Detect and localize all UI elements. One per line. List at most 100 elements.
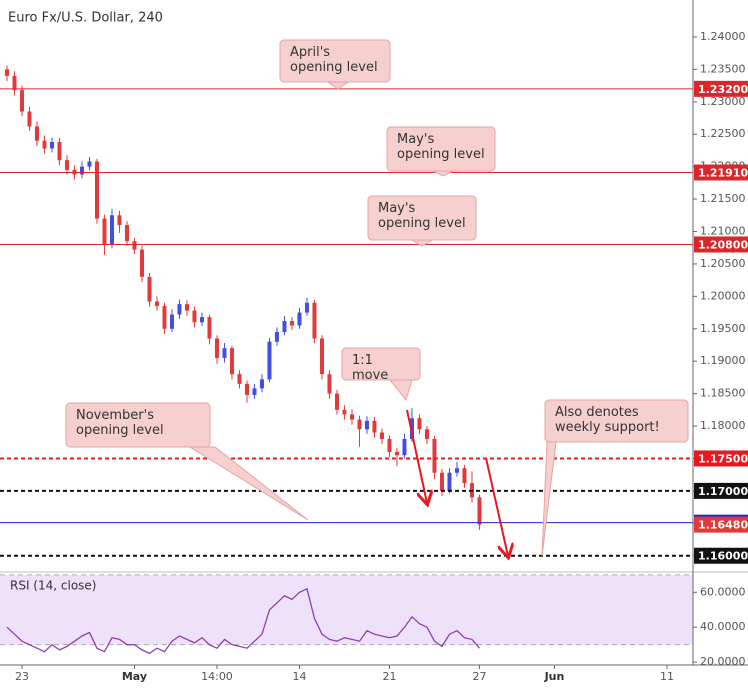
candle-body	[342, 409, 347, 415]
candle-body	[169, 314, 174, 329]
candle-body	[19, 90, 24, 112]
y-tick-label: 1.24000	[700, 30, 746, 43]
candle-body	[349, 414, 354, 420]
candle-body	[267, 341, 272, 380]
level-label: 1.23200	[698, 83, 748, 96]
callout-pointer	[410, 239, 434, 247]
candle-body	[229, 348, 234, 375]
x-tick-label: 27	[472, 670, 486, 683]
candle-body	[432, 439, 437, 473]
level-label: 1.21910	[698, 166, 748, 179]
y-tick-label: 1.19000	[700, 354, 746, 367]
candle-body	[94, 161, 99, 219]
candle-body	[214, 338, 219, 358]
candle-body	[372, 420, 377, 433]
last-price-box	[694, 516, 748, 533]
candle-body	[139, 249, 144, 277]
y-tick-label: 1.20500	[700, 257, 746, 270]
rsi-band	[0, 574, 693, 645]
y-tick-label: 1.18500	[700, 387, 746, 400]
callout-text: April's opening level	[290, 45, 378, 75]
x-tick-label: 21	[382, 670, 396, 683]
callout-text: 1:1 move	[352, 353, 389, 383]
candle-body	[124, 225, 129, 242]
candle-body	[12, 75, 17, 91]
level-label: 1.20800	[698, 238, 748, 251]
x-tick-label: May	[122, 670, 147, 683]
candle-body	[184, 304, 189, 311]
candle-body	[199, 317, 204, 323]
candle-body	[34, 126, 39, 141]
candle-body	[357, 419, 362, 430]
callout-text: Also denotes weekly support!	[555, 405, 660, 435]
candle-body	[259, 379, 264, 389]
candle-body	[154, 301, 159, 307]
candle-body	[304, 302, 309, 313]
y-tick-label: 1.21500	[700, 192, 746, 205]
candle-body	[379, 432, 384, 440]
level-label-box	[694, 164, 748, 181]
x-tick-label: 14	[292, 670, 306, 683]
level-label: 1.17000	[698, 485, 748, 498]
candle-body	[274, 332, 279, 342]
x-tick-label: Jun	[544, 670, 565, 683]
candle-body	[79, 166, 84, 175]
candle-body	[394, 451, 399, 456]
callout-pointer	[541, 441, 557, 557]
y-tick-label: 20.0000	[700, 655, 746, 668]
candle-body	[117, 215, 122, 226]
callout-box	[544, 399, 689, 443]
callout-text: May's opening level	[397, 132, 485, 162]
candle-body	[42, 140, 47, 149]
level-label-box	[694, 450, 748, 467]
y-tick-label: 1.20000	[700, 289, 746, 302]
candle-body	[147, 276, 152, 302]
level-label: 1.16000	[698, 550, 748, 563]
y-tick-label: 1.18000	[700, 419, 746, 432]
candle-body	[132, 241, 137, 250]
candle-body	[64, 160, 69, 170]
candle-body	[319, 338, 324, 375]
callout-box	[65, 402, 211, 448]
callout-pointer	[388, 379, 413, 402]
candle-body	[327, 374, 332, 394]
candle-body	[364, 420, 369, 430]
candle-body	[282, 320, 287, 333]
candle-body	[109, 215, 114, 245]
candle-body	[222, 348, 227, 358]
candle-body	[177, 304, 182, 315]
candle-body	[477, 497, 482, 525]
candle-body	[244, 383, 249, 395]
candle-body	[162, 306, 167, 329]
x-tick-label: 14:00	[201, 670, 233, 683]
candle-body	[27, 111, 32, 127]
callout-text: May's opening level	[378, 201, 466, 231]
candle-body	[424, 429, 429, 440]
callout-pointer	[432, 170, 454, 177]
callout-pointer	[326, 81, 350, 90]
candle-body	[462, 468, 467, 484]
level-label: 1.17500	[698, 452, 748, 465]
candle-body	[49, 142, 54, 149]
chart-title: Euro Fx/U.S. Dollar, 240	[8, 11, 163, 26]
callout-text: November's opening level	[76, 408, 164, 438]
rsi-title: RSI (14, close)	[10, 579, 96, 593]
candle-body	[454, 468, 459, 473]
candle-body	[87, 161, 92, 167]
candle-body	[439, 472, 444, 491]
level-label-box	[694, 236, 748, 253]
candle-body	[417, 418, 422, 430]
candle-body	[252, 388, 257, 395]
candle-body	[102, 218, 107, 245]
last-price-label: 1.16480	[698, 519, 748, 532]
y-tick-label: 1.21000	[700, 225, 746, 238]
callout-box	[386, 126, 496, 172]
level-label-box	[694, 482, 748, 499]
x-tick-label: 23	[15, 670, 29, 683]
y-tick-label: 1.22500	[700, 127, 746, 140]
y-tick-label: 1.23500	[700, 62, 746, 75]
level-label-box	[694, 547, 748, 564]
